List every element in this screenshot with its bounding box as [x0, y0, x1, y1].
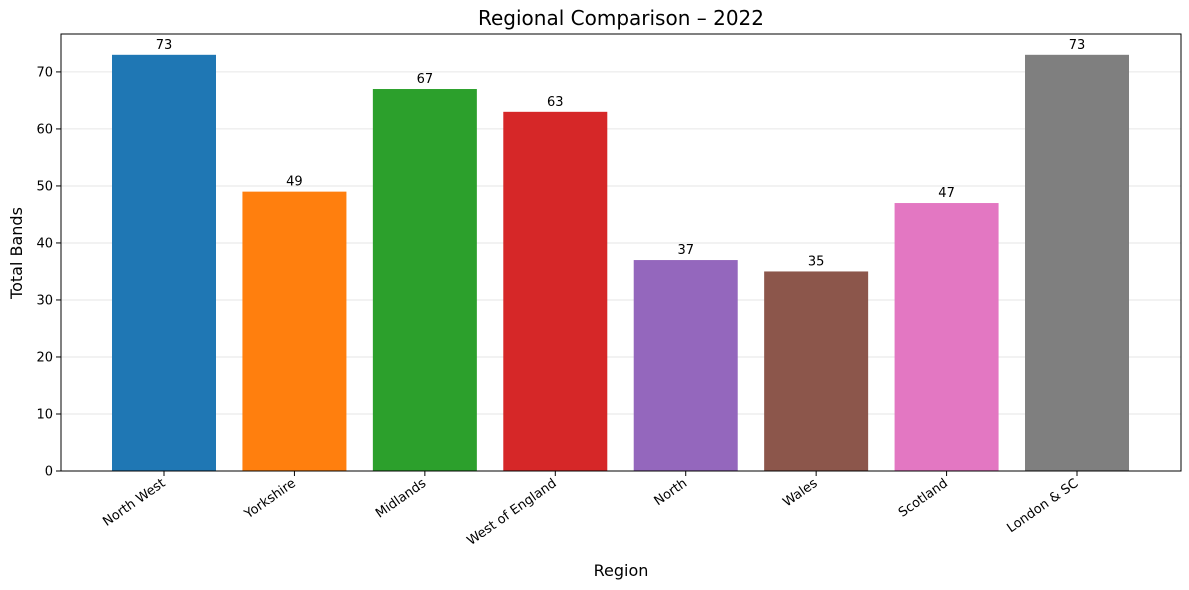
x-tick-label: Yorkshire	[241, 476, 299, 523]
value-label: 73	[1069, 38, 1086, 53]
value-label: 49	[286, 175, 303, 190]
value-label: 37	[677, 243, 694, 258]
value-label: 63	[547, 95, 564, 110]
value-label: 67	[417, 72, 434, 87]
value-label: 73	[156, 38, 173, 53]
bar	[112, 54, 216, 472]
x-axis-label: Region	[594, 561, 649, 580]
y-tick-label: 40	[36, 236, 53, 251]
bar	[894, 203, 999, 471]
x-tick-label: West of England	[465, 476, 560, 549]
y-tick-label: 20	[36, 350, 53, 365]
x-tick-label: North West	[100, 476, 168, 530]
x-tick-label: London & SC	[1004, 476, 1081, 536]
y-axis-label: Total Bands	[7, 207, 26, 300]
x-tick-label: Wales	[780, 476, 820, 510]
bar	[242, 191, 347, 471]
y-tick-label: 60	[36, 122, 53, 137]
plot-frame	[60, 33, 1182, 472]
x-tick-label: North	[652, 476, 690, 509]
y-tick-label: 70	[36, 65, 53, 80]
bar	[1025, 54, 1130, 472]
bar	[372, 89, 477, 471]
y-tick-label: 50	[36, 179, 53, 194]
chart-title: Regional Comparison – 2022	[478, 6, 764, 30]
bar	[633, 260, 738, 471]
x-tick-label: Scotland	[896, 476, 951, 521]
value-label: 47	[938, 186, 955, 201]
y-tick-label: 0	[45, 465, 53, 480]
y-tick-label: 10	[36, 407, 53, 422]
value-label: 35	[808, 254, 825, 269]
bar	[503, 111, 608, 472]
x-tick-label: Midlands	[373, 476, 429, 522]
y-tick-label: 30	[36, 293, 53, 308]
bar	[764, 271, 869, 471]
